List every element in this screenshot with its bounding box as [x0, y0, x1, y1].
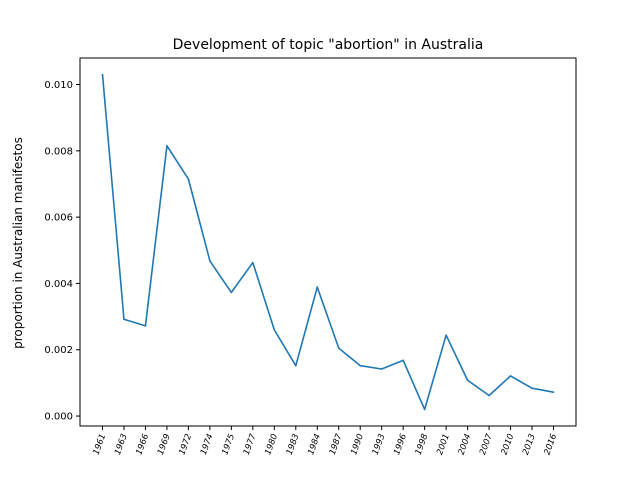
- data-point: [359, 364, 362, 367]
- data-point: [187, 178, 190, 180]
- data-point: [273, 329, 276, 331]
- data-point: [230, 291, 233, 294]
- y-tick-label: 0.006: [44, 213, 73, 224]
- data-point: [294, 364, 297, 367]
- plot-frame: [79, 57, 577, 427]
- data-point: [209, 260, 211, 262]
- y-tick-label: 0.002: [44, 345, 73, 356]
- data-point: [380, 368, 383, 370]
- y-tick-label: 0.008: [44, 146, 73, 157]
- y-axis-label: proportion in Australian manifestos: [11, 137, 25, 349]
- data-point: [166, 145, 168, 147]
- y-axis: 0.000 0.002 0.004 0.006 0.008 0.010: [44, 80, 80, 423]
- data-point: [531, 387, 533, 390]
- y-tick-label: 0.000: [44, 412, 73, 423]
- data-point: [101, 73, 104, 76]
- data-point: [144, 325, 147, 327]
- data-point: [445, 334, 447, 336]
- series-line: [101, 74, 554, 411]
- data-point: [337, 347, 340, 349]
- data-point: [252, 261, 254, 264]
- data-point: [316, 286, 319, 288]
- data-point: [123, 318, 125, 321]
- chart-title: Development of topic "abortion" in Austr…: [173, 37, 484, 53]
- data-point: [552, 391, 555, 393]
- series-layer: [101, 73, 555, 411]
- y-tick-label: 0.010: [44, 80, 73, 91]
- data-point: [423, 408, 426, 411]
- data-point: [402, 359, 404, 362]
- data-point: [466, 379, 469, 382]
- data-point: [488, 394, 490, 397]
- data-point: [509, 375, 512, 377]
- y-tick-label: 0.004: [44, 279, 73, 290]
